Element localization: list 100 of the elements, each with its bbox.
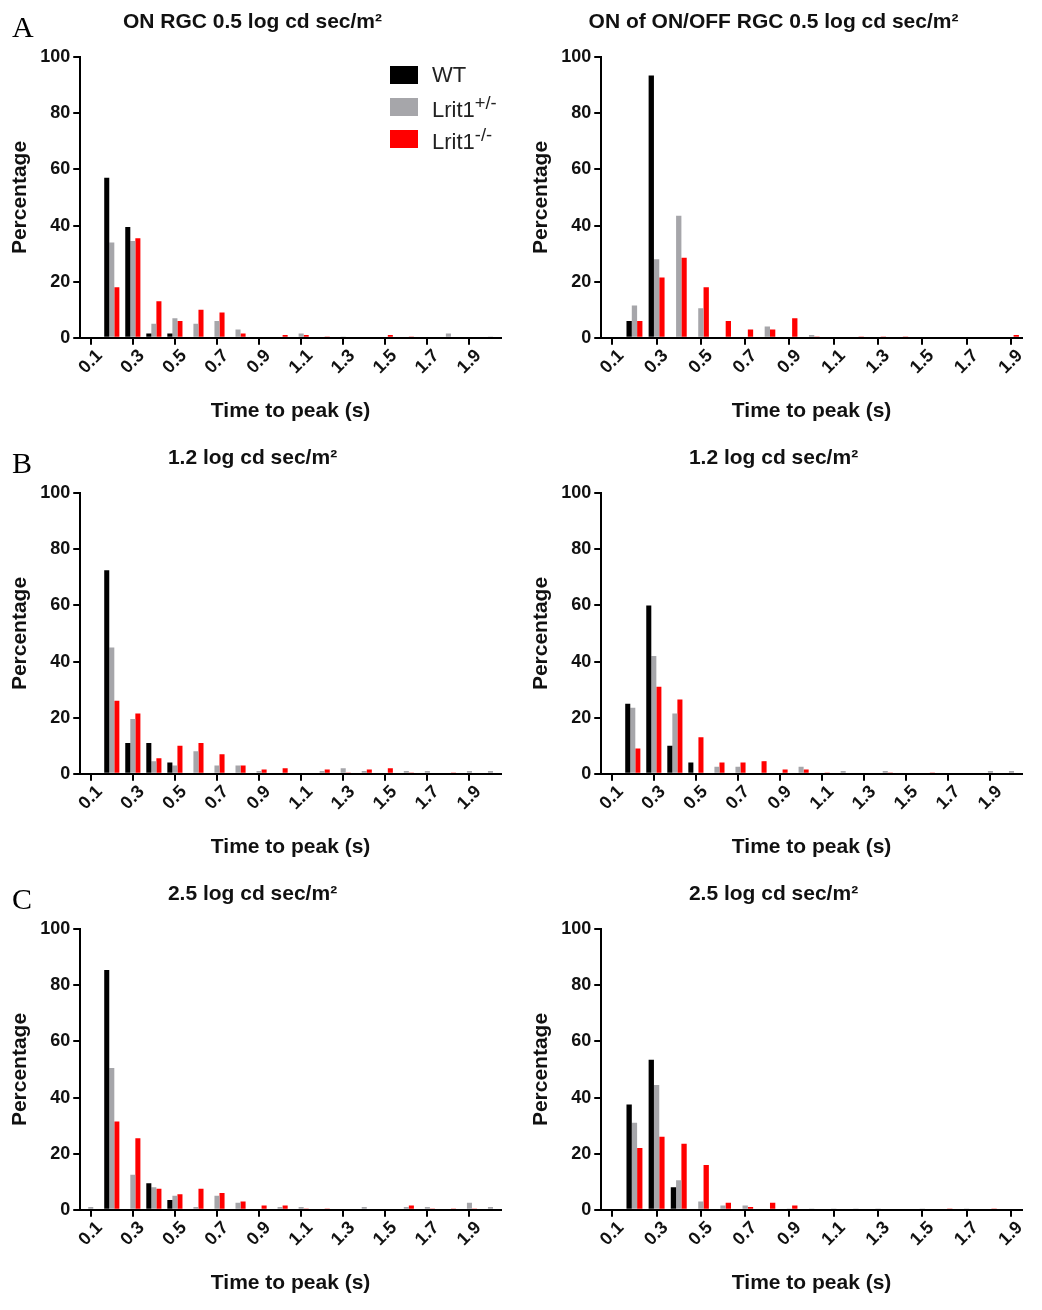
bar [720,1205,726,1209]
x-tick-label: 0.5 [679,781,712,813]
y-tick-label: 100 [561,46,592,67]
x-tick-label: 0.3 [639,1217,672,1249]
y-tick-label: 80 [50,974,71,995]
x-tick-label: 0.9 [242,781,275,813]
bar [445,333,451,337]
bar [653,259,660,337]
x-axis-title: Time to peak (s) [210,834,371,858]
x-tick-label: 0.5 [684,1217,717,1249]
bar [681,257,687,337]
x-axis-title: Time to peak (s) [731,834,892,858]
bar [130,1174,136,1209]
x-tick-label: 1.5 [905,1217,938,1249]
x-tick-label: 0.3 [637,781,670,813]
y-tick-label: 40 [571,1086,592,1107]
x-tick-label: 0.7 [728,345,761,377]
bar [466,1202,472,1209]
y-tick-label: 0 [581,762,592,783]
chart-title: ON RGC 0.5 log cd sec/m² [122,9,383,33]
bar [240,765,246,773]
bar [156,1188,162,1209]
x-tick-label: 1.3 [326,781,359,813]
y-tick-label: 20 [50,706,71,727]
bar [637,1148,643,1209]
x-tick-label: 1.9 [973,781,1006,813]
x-tick-label: 0.1 [74,781,106,813]
x-tick-label: 0.9 [763,781,796,813]
text: B [12,445,33,479]
x-tick-label: 1.1 [284,1217,317,1249]
chart-title: 1.2 log cd sec/m² [167,445,338,469]
bar [135,238,141,337]
bar [156,758,162,773]
bar [282,1205,288,1209]
y-tick-label: 100 [40,918,71,939]
bar [659,277,665,337]
y-tick-label: 60 [571,594,592,615]
bar [198,309,204,337]
x-tick-label: 1.9 [452,1217,485,1249]
x-tick-label: 1.1 [805,781,838,813]
bar [114,1121,120,1209]
y-tick-label: 20 [50,1142,71,1163]
bar [172,1195,178,1209]
bar [130,240,136,337]
chart-title: 2.5 log cd sec/m² [688,881,859,905]
y-tick-label: 100 [561,918,592,939]
bar [653,1084,660,1209]
x-tick-label: 0.5 [158,1217,191,1249]
bar [298,333,304,337]
y-tick-label: 0 [60,326,71,347]
bar [130,719,136,773]
x-tick-label: 1.7 [931,781,964,813]
bar [219,754,225,773]
x-tick-label: 1.3 [861,345,894,377]
bar [114,287,120,337]
y-tick-label: 20 [571,706,592,727]
bar [803,769,809,773]
bar [681,1143,687,1209]
y-tick-label: 0 [60,762,71,783]
bar [659,1136,665,1209]
y-tick-label: 0 [60,1198,71,1219]
x-tick-label: 0.9 [772,345,805,377]
bar [235,1202,241,1209]
x-tick-label: 0.7 [200,781,233,813]
bar [235,765,241,773]
bar [408,1205,414,1209]
bar [177,320,183,337]
bar [109,1068,115,1209]
x-tick-label: 1.7 [410,781,443,813]
bar [725,1202,732,1209]
x-tick-label: 0.7 [200,345,233,377]
y-tick-label: 40 [50,650,71,671]
y-tick-label: 100 [40,482,71,503]
bar [719,762,725,773]
x-tick-label: 0.3 [639,345,672,377]
bar [219,312,225,337]
bar [172,318,178,337]
y-tick-label: 40 [50,1086,71,1107]
y-tick-label: 60 [50,1030,71,1051]
bar [198,742,204,773]
y-tick-label: 0 [581,326,592,347]
bar [235,329,241,337]
bar [676,1180,682,1209]
x-tick-label: 1.1 [284,345,317,377]
y-axis-title: Percentage [7,140,31,255]
bar [198,1188,204,1209]
x-tick-label: 0.9 [242,345,275,377]
bar [764,326,770,337]
y-tick-label: 20 [571,1142,592,1163]
bar [240,1201,246,1209]
y-tick-label: 100 [40,46,71,67]
bar [214,320,220,337]
x-tick-label: 0.1 [74,345,106,377]
x-tick-label: 1.5 [905,345,938,377]
bar [156,301,162,337]
x-tick-label: 1.7 [949,1217,982,1249]
x-tick-label: 0.7 [200,1217,233,1249]
bar [703,287,709,337]
x-tick-label: 1.7 [949,345,982,377]
x-tick-label: 1.1 [817,1217,849,1249]
